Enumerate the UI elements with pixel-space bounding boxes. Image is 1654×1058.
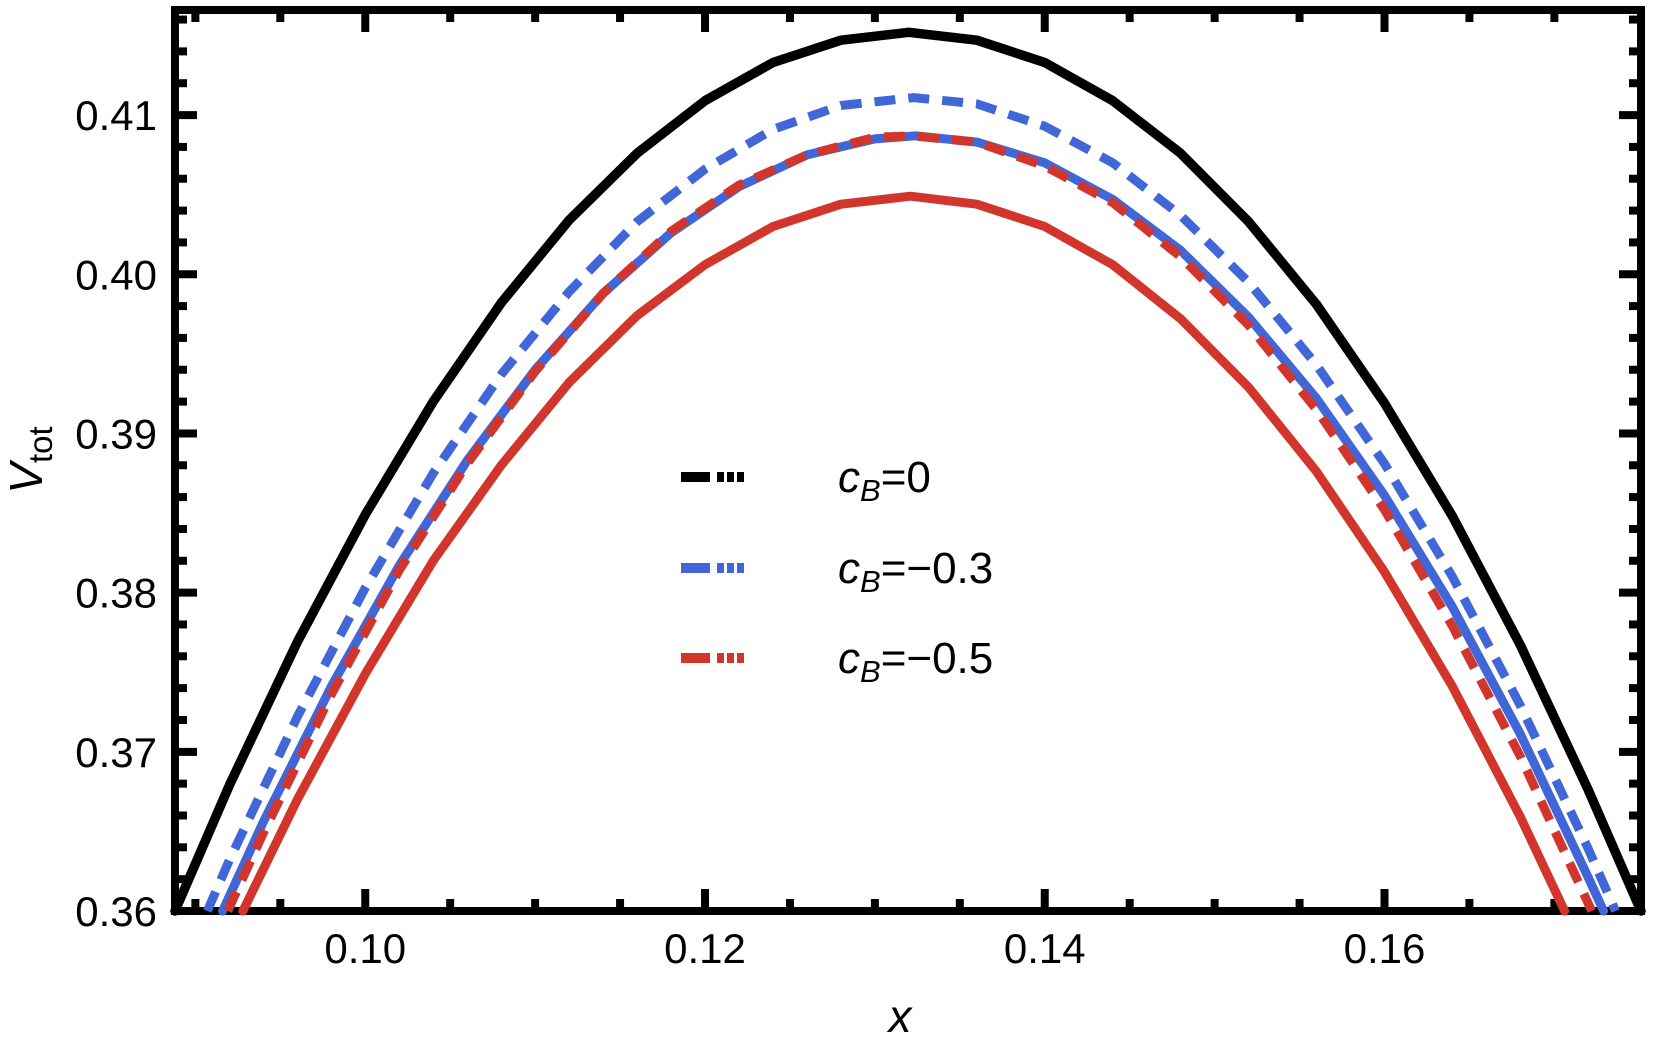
legend-entry: cB=0 — [681, 453, 931, 508]
legend-short-dash-icon — [737, 653, 744, 663]
y-axis-label: Vtot — [0, 426, 59, 493]
y-tick-label: 0.38 — [75, 570, 157, 617]
legend-short-dash-icon — [727, 563, 734, 573]
series-cb-0-solid — [170, 27, 1646, 916]
legend-solid-dash-icon — [681, 563, 710, 573]
plot-frame — [171, 6, 1645, 915]
y-tick-label: 0.37 — [75, 729, 157, 776]
axis-ticks: 0.10 0.12 0.14 0.16 0.36 0.37 0.38 0.39 0.40 0.41 — [75, 10, 1641, 972]
series-cb--0.5-solid — [238, 191, 1570, 916]
legend-label: cB=−0.3 — [838, 544, 993, 599]
legend-solid-dash-icon — [681, 472, 710, 482]
legend-short-dash-icon — [737, 472, 744, 482]
series-cb--0.3-solid — [218, 131, 1609, 916]
legend-short-dash-icon — [717, 653, 724, 663]
legend-solid-dash-icon — [681, 653, 710, 663]
x-tick-label: 0.10 — [324, 925, 406, 972]
y-tick-label: 0.36 — [75, 888, 157, 935]
legend-short-dash-icon — [727, 653, 734, 663]
legend-label: cB=0 — [838, 453, 931, 508]
legend-entry: cB=−0.3 — [681, 544, 993, 599]
y-tick-label: 0.39 — [75, 410, 157, 457]
x-axis-label: x — [887, 990, 914, 1042]
x-tick-label: 0.12 — [664, 925, 746, 972]
series-cb--0.3-dashed — [203, 93, 1620, 913]
series-group — [170, 27, 1646, 916]
legend-entry: cB=−0.5 — [681, 634, 993, 689]
legend-short-dash-icon — [717, 472, 724, 482]
legend-short-dash-icon — [737, 563, 744, 573]
legend-label: cB=−0.5 — [838, 634, 993, 689]
legend: cB=0 cB=−0.3 cB=−0.5 — [681, 453, 993, 689]
series-cb--0.5-dashed — [223, 131, 1596, 913]
plot-area: 0.10 0.12 0.14 0.16 0.36 0.37 0.38 0.39 0.40 0.41… — [0, 6, 1646, 1042]
x-tick-label: 0.16 — [1344, 925, 1426, 972]
legend-short-dash-icon — [717, 563, 724, 573]
y-tick-label: 0.40 — [75, 251, 157, 298]
legend-short-dash-icon — [727, 472, 734, 482]
x-tick-label: 0.14 — [1004, 925, 1086, 972]
y-tick-label: 0.41 — [75, 92, 157, 139]
